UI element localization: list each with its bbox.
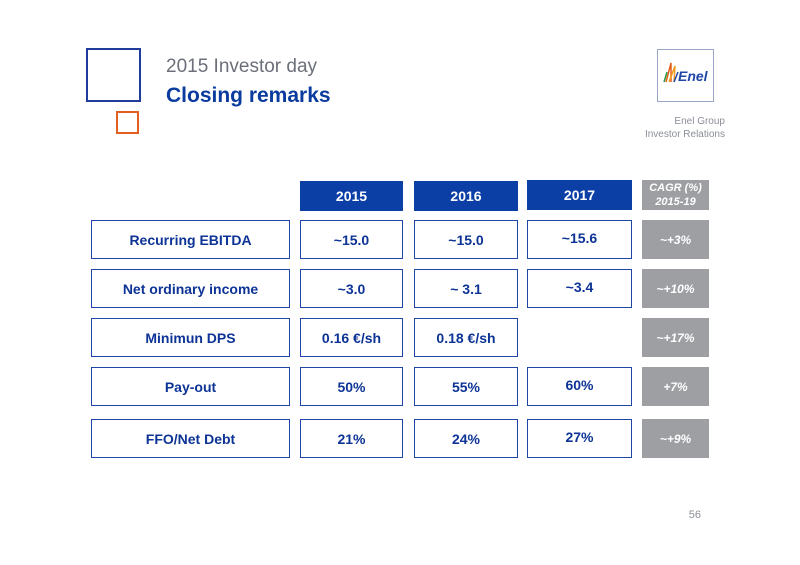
cagr-header-title: CAGR (%) bbox=[649, 182, 702, 194]
decorative-orange-square bbox=[116, 111, 139, 134]
row-label: Pay-out bbox=[91, 367, 290, 406]
enel-logo: Enel bbox=[657, 49, 714, 102]
table-cell: ~ 3.1 bbox=[414, 269, 518, 308]
row-label: FFO/Net Debt bbox=[91, 419, 290, 458]
row-label: Net ordinary income bbox=[91, 269, 290, 308]
cagr-cell: ~+9% bbox=[642, 419, 709, 458]
department-name: Investor Relations bbox=[644, 129, 725, 140]
table-cell: 21% bbox=[300, 419, 403, 458]
column-header-2016: 2016 bbox=[414, 181, 518, 211]
table-cell: 55% bbox=[414, 367, 518, 406]
table-cell: 24% bbox=[414, 419, 518, 458]
table-cell: 27% bbox=[527, 419, 632, 458]
table-cell: 60% bbox=[527, 367, 632, 406]
cagr-cell: +7% bbox=[642, 367, 709, 406]
page-number: 56 bbox=[688, 509, 701, 521]
enel-flame-icon bbox=[663, 62, 679, 83]
cagr-cell: ~+3% bbox=[642, 220, 709, 259]
slide-title: Closing remarks bbox=[166, 84, 331, 107]
table-cell: ~15.0 bbox=[414, 220, 518, 259]
cagr-header-period: 2015-19 bbox=[655, 196, 696, 208]
group-name: Enel Group bbox=[674, 116, 725, 127]
column-header-cagr: CAGR (%) 2015-19 bbox=[642, 180, 709, 210]
logo-wordmark: Enel bbox=[678, 68, 708, 84]
presentation-kicker: 2015 Investor day bbox=[166, 56, 318, 77]
row-label: Recurring EBITDA bbox=[91, 220, 290, 259]
table-cell: ~3.4 bbox=[527, 269, 632, 308]
row-label: Minimun DPS bbox=[91, 318, 290, 357]
table-cell: ~15.0 bbox=[300, 220, 403, 259]
cagr-cell: ~+17% bbox=[642, 318, 709, 357]
group-caption: Enel Group Investor Relations bbox=[645, 115, 725, 141]
cagr-cell: ~+10% bbox=[642, 269, 709, 308]
decorative-blue-square bbox=[86, 48, 141, 102]
table-cell: 0.18 €/sh bbox=[414, 318, 518, 357]
table-cell: 0.16 €/sh bbox=[300, 318, 403, 357]
column-header-2017: 2017 bbox=[527, 180, 632, 210]
table-cell: 50% bbox=[300, 367, 403, 406]
column-header-2015: 2015 bbox=[300, 181, 403, 211]
table-cell: ~3.0 bbox=[300, 269, 403, 308]
table-cell: ~15.6 bbox=[527, 220, 632, 259]
